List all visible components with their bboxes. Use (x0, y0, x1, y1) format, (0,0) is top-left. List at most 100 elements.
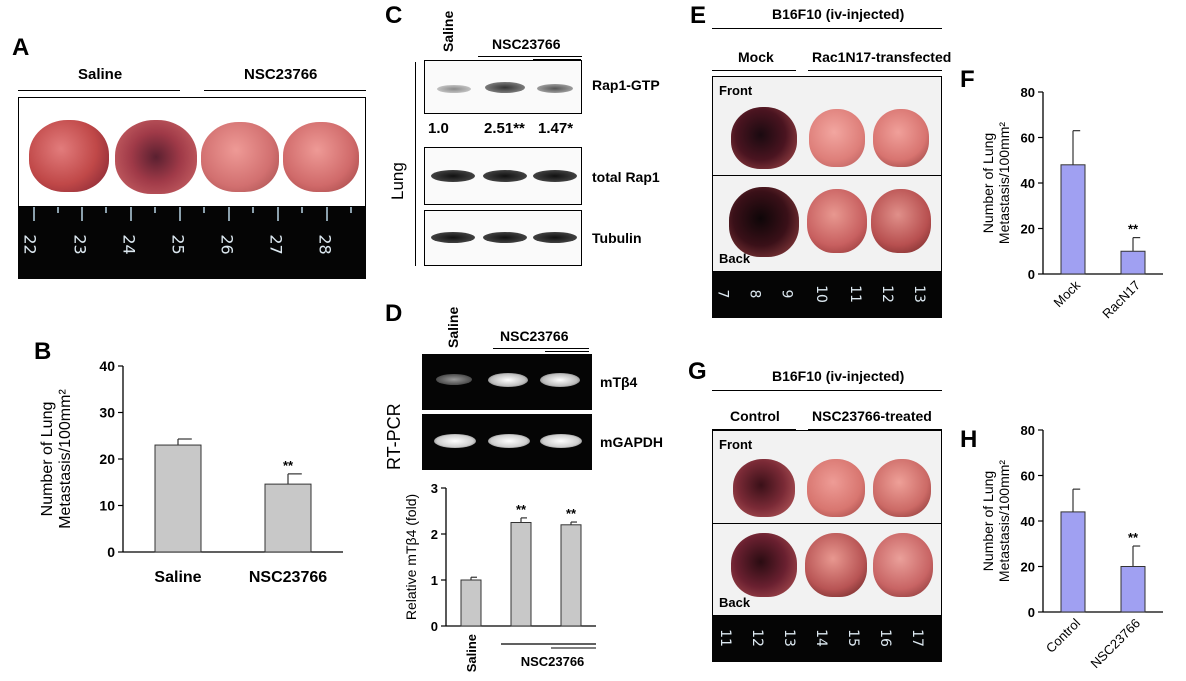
ruler-tick: 12 (748, 629, 765, 647)
significance-marker: ** (1128, 222, 1139, 237)
ruler-g: 11 12 13 14 15 16 17 (712, 616, 942, 662)
view-divider (713, 175, 941, 176)
y-tick-label: 40 (1021, 176, 1035, 191)
lung-image (201, 122, 279, 192)
y-tick-label: 1 (431, 573, 438, 588)
lung-photo-g: Front Back (712, 430, 942, 616)
significance-marker: ** (1128, 530, 1139, 545)
x-category-label: Saline (154, 569, 201, 586)
group-label-nsc23766-treated: NSC23766-treated (812, 408, 932, 424)
blot-total-rap1 (424, 147, 582, 205)
lung-photo-e: Front Back (712, 76, 942, 272)
blot-band (537, 84, 573, 93)
y-axis-label: Metastasis/100mm² (996, 122, 1012, 244)
ruler-tick: 22 (20, 234, 40, 255)
y-tick-label: 60 (1021, 131, 1035, 146)
lane-line-sub (533, 59, 581, 60)
x-category-label: RacN17 (1099, 278, 1143, 322)
y-tick-label: 60 (1021, 469, 1035, 484)
panel-label-c: C (385, 2, 403, 29)
ruler-tick: 7 (714, 289, 731, 299)
y-tick-label: 20 (1021, 222, 1035, 237)
ruler-tick: 17 (908, 629, 925, 647)
ruler-tick: 23 (70, 234, 90, 255)
tissue-label-lung: Lung (388, 162, 407, 200)
lung-image (731, 107, 797, 169)
y-tick-label: 0 (1028, 267, 1035, 282)
lane-label-nsc23766: NSC23766 (492, 36, 561, 52)
lung-image (731, 533, 797, 597)
lane-line-sub (545, 351, 589, 352)
lane-label-saline: Saline (440, 10, 456, 52)
group-line-nsc-treated (808, 429, 942, 430)
ruler-tick: 27 (266, 234, 286, 255)
bar (1060, 164, 1086, 275)
lane-line-nsc23766 (493, 348, 589, 349)
gel-band (488, 434, 530, 448)
y-tick-label: 20 (99, 451, 115, 467)
gel-band (488, 373, 528, 387)
y-tick-label: 3 (431, 481, 438, 496)
chart-h: 0 20 40 60 80 Number of Lung Metastasis/100mm²… (980, 423, 1163, 671)
blot-label-rap1-gtp: Rap1-GTP (592, 77, 660, 93)
gel-band (436, 374, 472, 385)
y-axis-label: Number of Lung (980, 133, 996, 233)
blot-band (431, 170, 475, 182)
view-label-front: Front (719, 83, 753, 98)
ruler-tick: 9 (778, 289, 795, 299)
bar (1060, 511, 1086, 613)
bar (560, 524, 582, 627)
gel-band (540, 373, 580, 387)
bar (1120, 566, 1146, 613)
gel-mtb4 (422, 354, 592, 410)
quant-value: 1.0 (428, 120, 449, 137)
lung-image (873, 109, 929, 167)
lung-image (807, 459, 865, 517)
ruler-e: 7 8 9 10 11 12 13 (712, 272, 942, 318)
view-label-back: Back (719, 595, 751, 610)
y-tick-label: 30 (99, 405, 115, 421)
group-line-saline (18, 90, 180, 91)
ruler-tick: 10 (812, 285, 829, 303)
group-label-control: Control (730, 408, 780, 424)
group-label-nsc23766: NSC23766 (244, 66, 318, 83)
group-line-nsc23766 (204, 90, 366, 91)
gene-label-mtb4: mTβ4 (600, 374, 638, 390)
y-tick-label: 10 (99, 498, 115, 514)
gel-band (540, 434, 582, 448)
y-axis-label: Relative mTβ4 (fold) (403, 494, 419, 620)
y-tick-label: 0 (431, 619, 438, 634)
group-label-mock: Mock (738, 49, 774, 65)
blot-band (431, 232, 475, 243)
panel-label-h: H (960, 426, 978, 453)
ruler-tick: 16 (876, 629, 893, 647)
blot-rap1-gtp (424, 60, 582, 114)
ruler-tick: 26 (217, 234, 237, 255)
group-label-saline: Saline (78, 66, 123, 83)
y-axis-label: Metastasis/100mm² (57, 389, 74, 529)
ruler-tick: 11 (846, 285, 863, 303)
panel-label-e: E (690, 2, 707, 29)
ruler-tick: 8 (746, 289, 763, 299)
y-tick-label: 80 (1021, 85, 1035, 100)
chart-f: 0 20 40 60 80 Number of Lung Metastasis/100mm²… (980, 85, 1163, 322)
lane-label-saline: Saline (445, 306, 461, 348)
bar (154, 444, 202, 553)
ruler-a: 22 23 24 25 26 27 28 (18, 207, 366, 279)
bar (510, 522, 532, 627)
ruler-tick: 15 (844, 629, 861, 647)
lane-label-nsc23766: NSC23766 (500, 328, 569, 344)
chart-b: 0 10 20 30 40 Number of Lung Metastasis/100mm²… (39, 358, 343, 586)
x-category-label: Control (1043, 615, 1083, 655)
panel-label-a: A (12, 34, 30, 61)
blot-band (483, 232, 527, 243)
lung-photo-a (18, 97, 366, 207)
lung-image (871, 189, 931, 253)
blot-band (533, 232, 577, 243)
lung-image (873, 459, 931, 517)
lane-line-nsc23766 (478, 56, 582, 57)
tissue-bracket (415, 62, 424, 266)
x-category-label: Saline (464, 634, 479, 672)
blot-band (533, 170, 577, 182)
ruler-tick: 28 (315, 234, 335, 255)
